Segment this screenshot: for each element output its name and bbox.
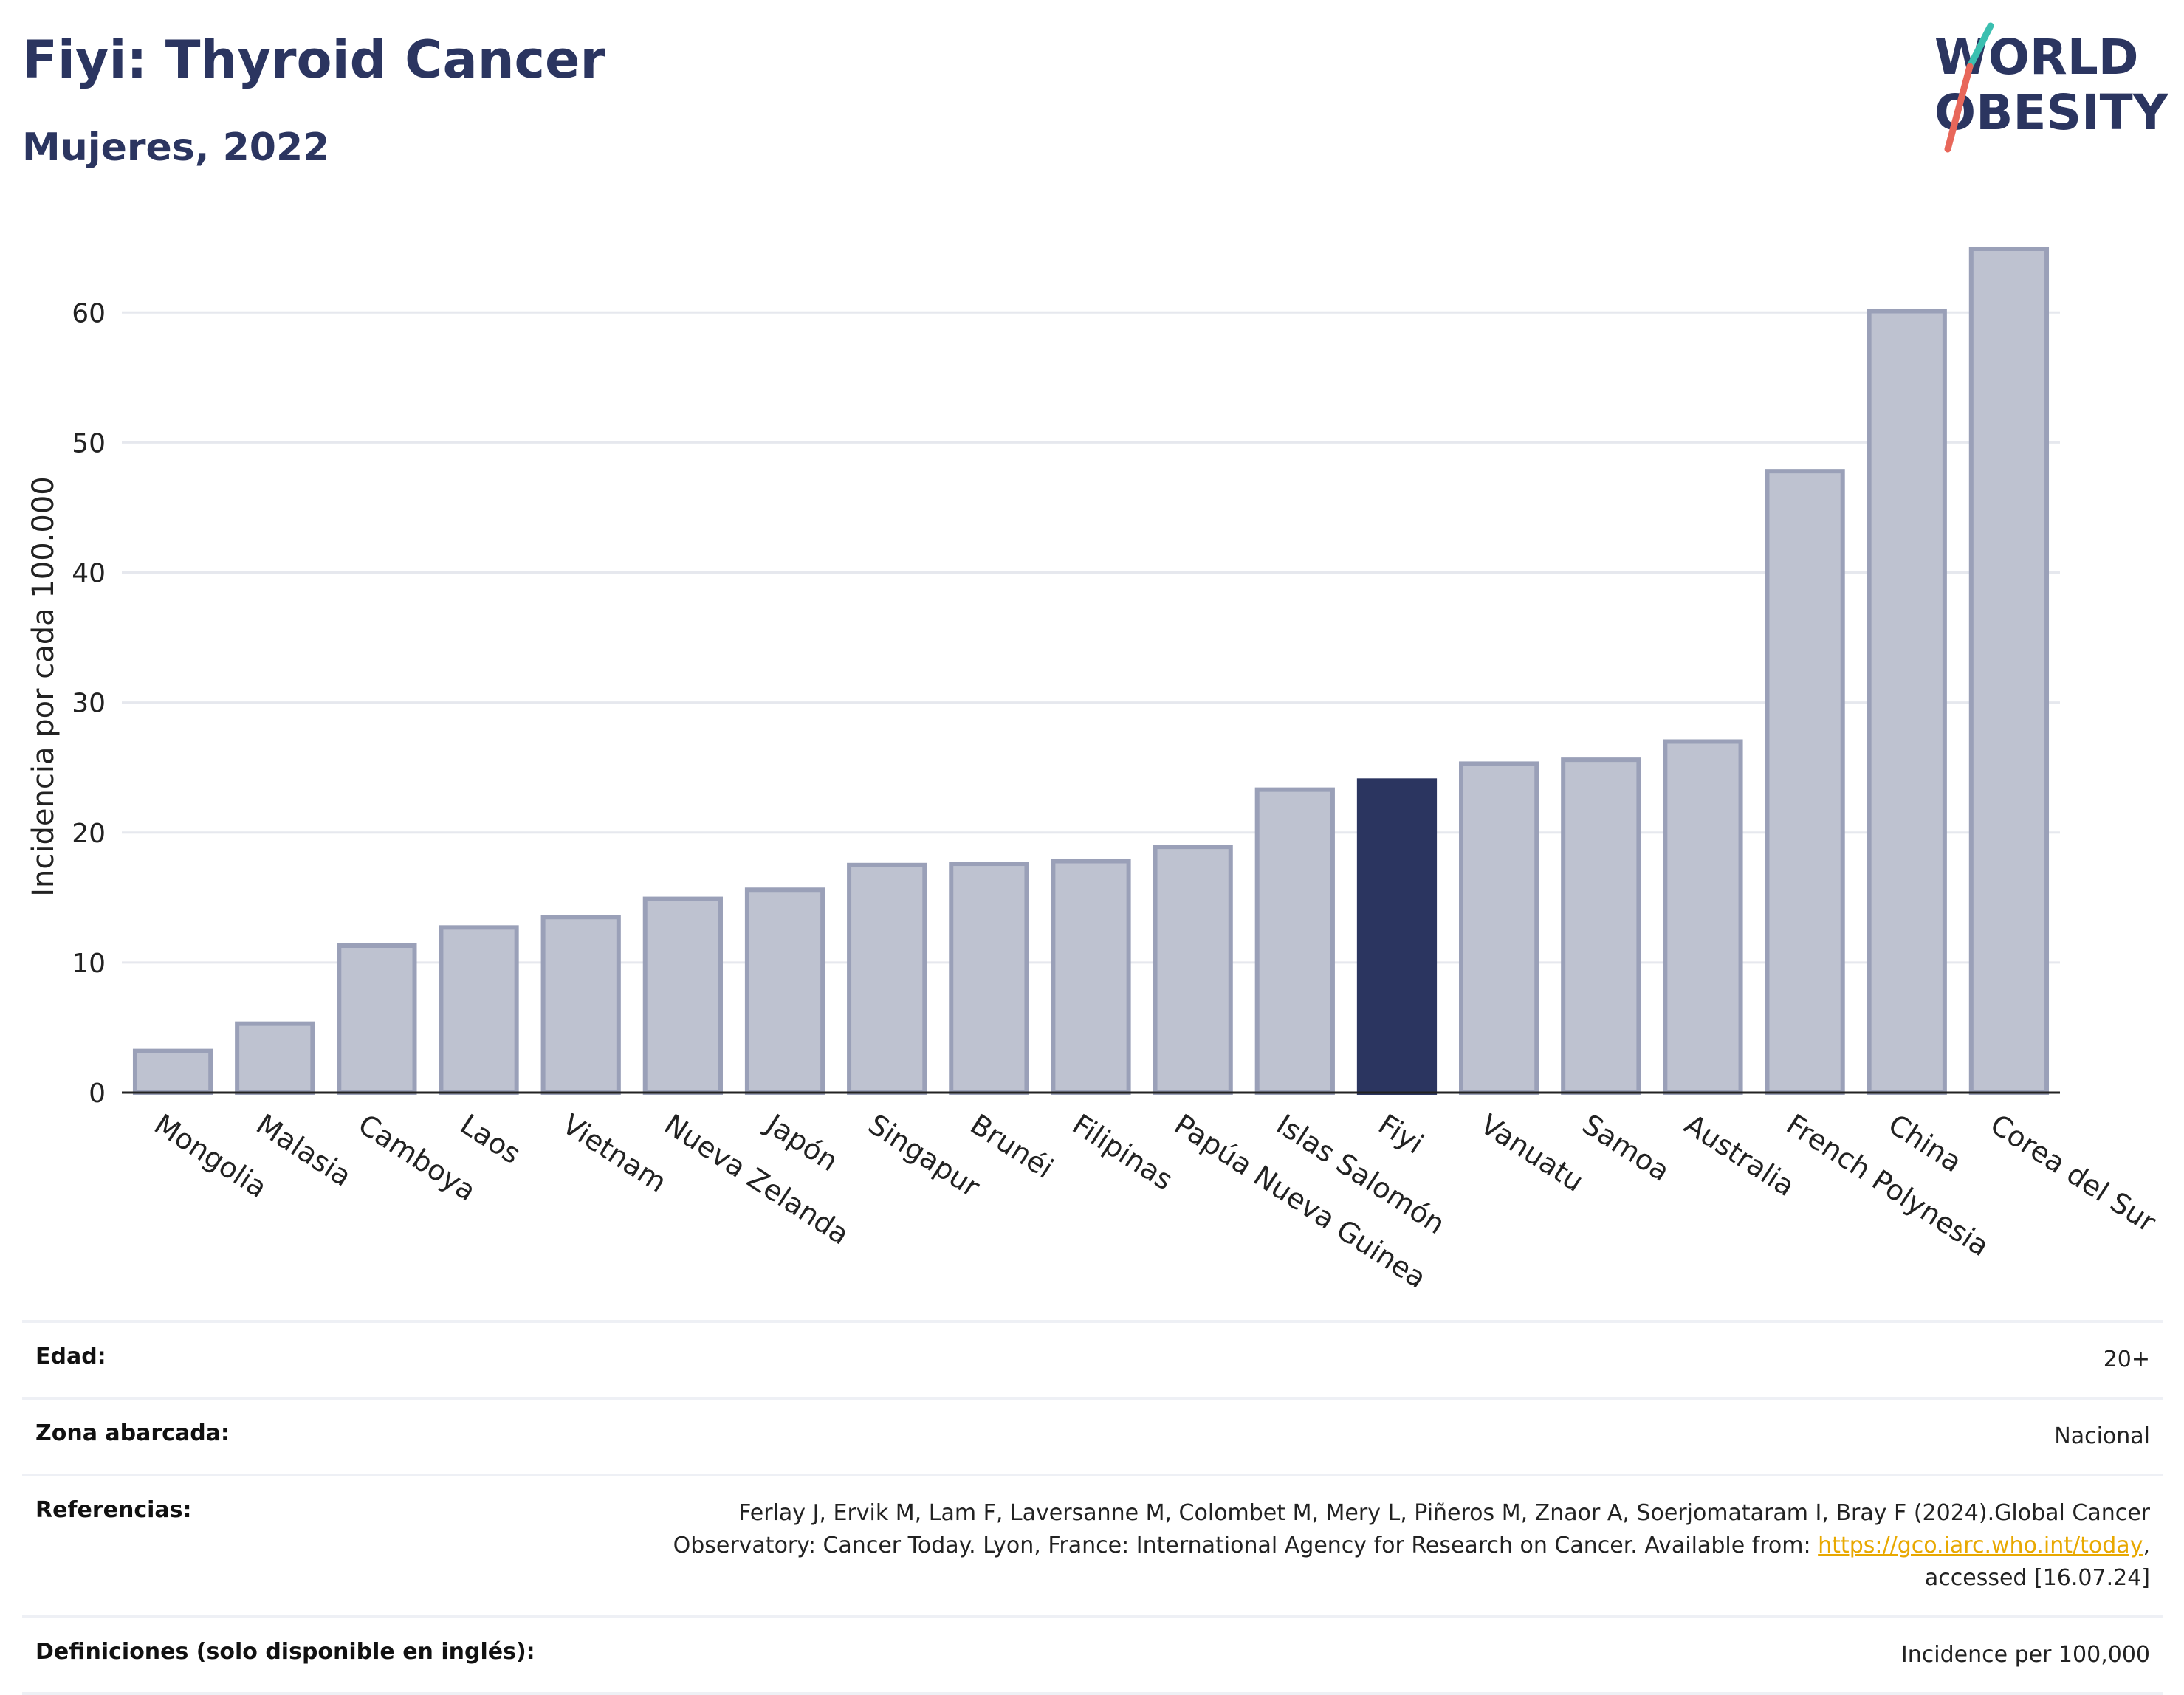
x-category-label: China (1883, 1108, 1968, 1179)
x-category-label: Fiyi (1373, 1108, 1429, 1161)
definitions-label: Definiciones (solo disponible en inglés)… (35, 1639, 535, 1665)
bar (1459, 761, 1539, 1096)
x-category-label: Vanuatu (1474, 1108, 1589, 1198)
references-label: Referencias: (35, 1497, 192, 1523)
y-tick-label: 10 (72, 949, 106, 979)
bar (235, 1021, 315, 1096)
bar (337, 943, 417, 1096)
meta-row-definitions: Definiciones (solo disponible en inglés)… (22, 1615, 2163, 1695)
bar (132, 1048, 213, 1096)
bar (1968, 246, 2050, 1095)
bar (439, 925, 519, 1096)
bar (642, 896, 723, 1095)
bar (1561, 757, 1641, 1095)
chart-subtitle: Mujeres, 2022 (22, 126, 330, 170)
meta-row-age: Edad: 20+ (22, 1320, 2163, 1397)
bar (847, 862, 927, 1095)
x-category-label: Australia (1679, 1108, 1801, 1203)
chart-title: Fiyi: Thyroid Cancer (22, 30, 606, 90)
y-tick-label: 50 (72, 428, 106, 458)
y-tick-label: 0 (89, 1079, 106, 1109)
x-category-label: Nueva Zelanda (659, 1108, 855, 1251)
x-category-label: Japón (759, 1107, 844, 1178)
age-value: 20+ (2103, 1347, 2150, 1372)
bar (1153, 845, 1233, 1095)
references-value: Ferlay J, Ervik M, Lam F, Laversanne M, … (622, 1497, 2150, 1595)
bar-highlight (1356, 778, 1438, 1096)
world-obesity-logo: WORLD OBESITY (1934, 22, 2169, 153)
x-category-label: Singapur (862, 1108, 986, 1204)
meta-row-references: Referencias: Ferlay J, Ervik M, Lam F, L… (22, 1474, 2163, 1615)
bar (1051, 859, 1131, 1095)
logo-line2: OBESITY (1934, 84, 2169, 141)
bar (1254, 787, 1335, 1096)
references-text: Ferlay J, Ervik M, Lam F, Laversanne M, … (673, 1500, 2150, 1558)
y-tick-label: 30 (72, 689, 106, 719)
y-tick-label: 60 (72, 298, 106, 329)
references-link[interactable]: https://gco.iarc.who.int/today (1818, 1533, 2143, 1558)
x-category-label: Vietnam (557, 1108, 673, 1199)
area-label: Zona abarcada: (35, 1420, 230, 1446)
bar (1765, 469, 1845, 1095)
x-category-label: Filipinas (1067, 1108, 1179, 1197)
x-category-label: Mongolia (148, 1108, 272, 1205)
metadata-table: Edad: 20+ Zona abarcada: Nacional Refere… (22, 1320, 2163, 1695)
bar (1867, 309, 1947, 1096)
logo-slash-top (1966, 22, 1994, 70)
definitions-value: Incidence per 100,000 (1900, 1642, 2150, 1668)
area-value: Nacional (2054, 1423, 2150, 1449)
meta-row-area: Zona abarcada: Nacional (22, 1397, 2163, 1474)
y-axis-title: Incidencia por cada 100.000 (27, 476, 61, 897)
bar (540, 915, 621, 1095)
references-text-end: , accessed [16.07.24] (1924, 1533, 2150, 1591)
x-category-label: Corea del Sur (1985, 1108, 2162, 1239)
bar (744, 887, 825, 1096)
age-label: Edad: (35, 1344, 106, 1369)
x-category-label: Samoa (1576, 1108, 1675, 1188)
bar (1663, 739, 1743, 1095)
bar (949, 862, 1029, 1096)
y-tick-label: 20 (72, 819, 106, 849)
logo-slash-bottom (1944, 63, 1974, 153)
y-tick-label: 40 (72, 559, 106, 589)
x-category-label: Laos (455, 1108, 526, 1171)
